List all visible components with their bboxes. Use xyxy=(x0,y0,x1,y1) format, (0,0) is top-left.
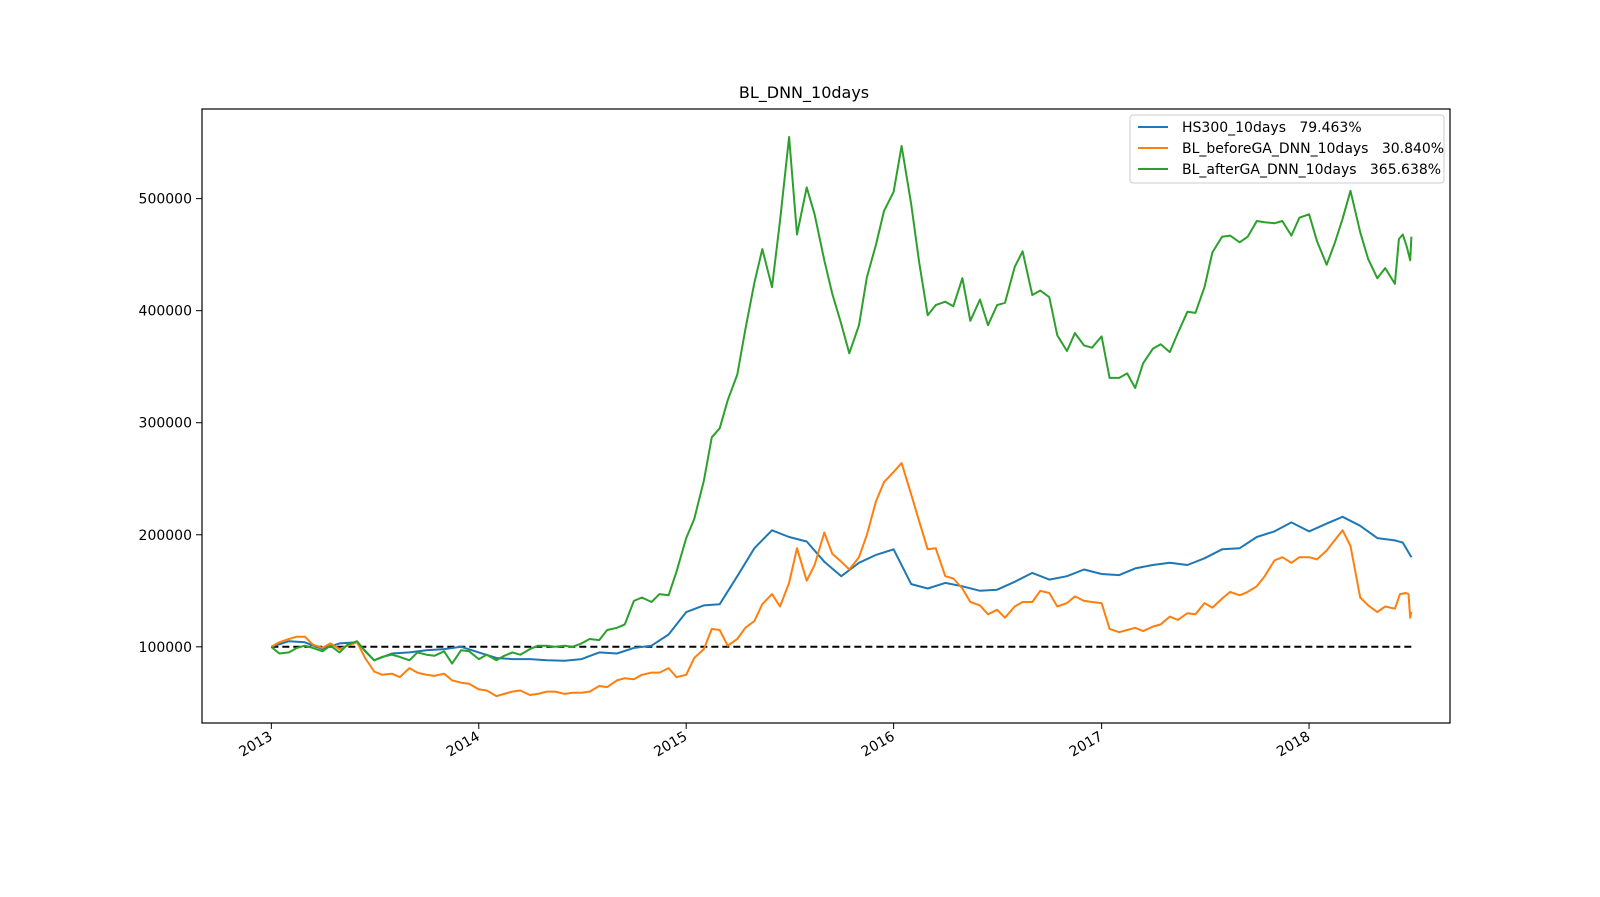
legend-label-1: BL_beforeGA_DNN_10days 30.840% xyxy=(1182,141,1444,157)
legend-box xyxy=(1129,114,1445,184)
y-tick-label-1: 200000 xyxy=(139,528,192,544)
y-tick-label-2: 300000 xyxy=(139,416,192,432)
chart-title: BL_DNN_10days xyxy=(739,83,869,103)
x-tick-label-1: 2014 xyxy=(444,729,483,761)
x-tick-label-4: 2017 xyxy=(1067,729,1106,761)
x-tick-label-5: 2018 xyxy=(1274,729,1313,761)
y-tick-label-3: 400000 xyxy=(139,304,192,320)
legend-label-2: BL_afterGA_DNN_10days 365.638% xyxy=(1182,162,1441,178)
x-tick-label-2: 2015 xyxy=(651,729,690,761)
series-line-1 xyxy=(270,462,1413,698)
legend-label-0: HS300_10days 79.463% xyxy=(1182,120,1362,136)
x-tick-label-0: 2013 xyxy=(236,729,275,761)
series-line-2 xyxy=(270,136,1413,665)
y-tick-label-0: 100000 xyxy=(139,640,192,656)
plot-area xyxy=(270,136,1413,698)
x-tick-label-3: 2016 xyxy=(859,729,898,761)
legend: HS300_10days 79.463% BL_beforeGA_DNN_10da… xyxy=(1129,114,1445,184)
series-line-0 xyxy=(270,515,1413,662)
axes-frame xyxy=(201,108,1451,724)
y-tick-label-4: 500000 xyxy=(139,192,192,208)
